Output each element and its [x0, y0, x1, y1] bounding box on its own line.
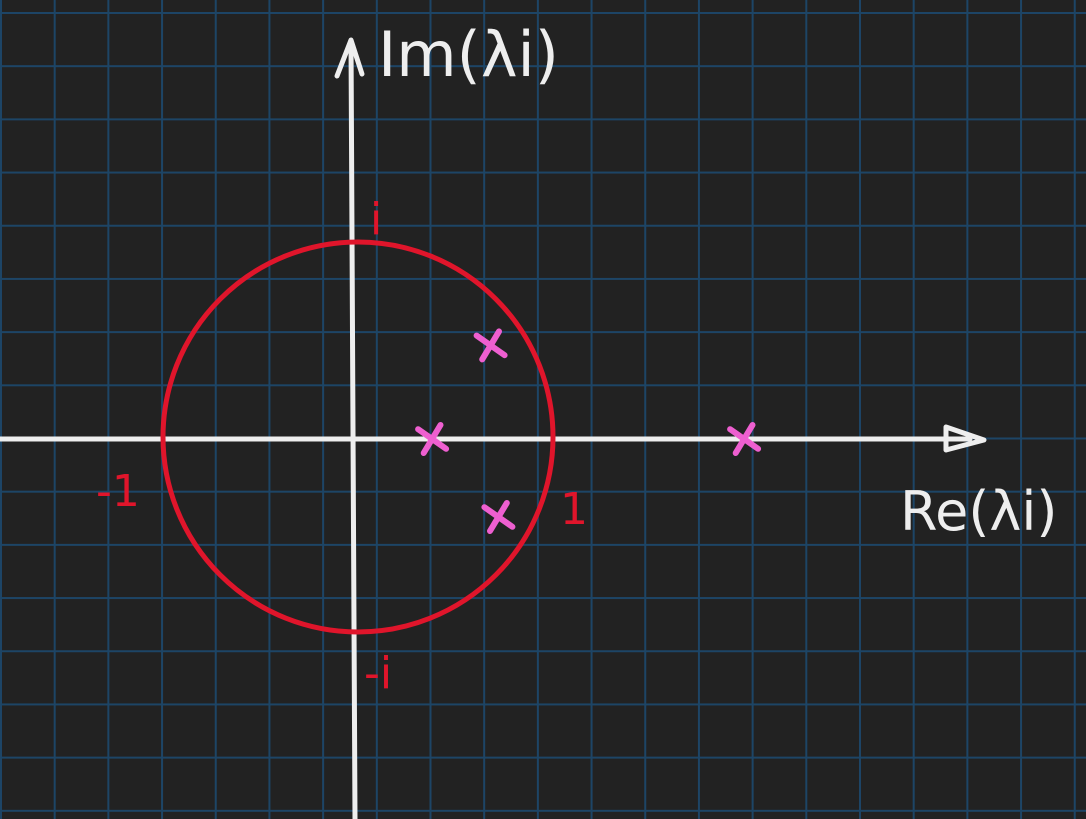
eigenvalue-mark [415, 422, 450, 456]
eigenvalue-markers [415, 328, 762, 534]
circle-label-neg-one: -1 [96, 466, 140, 517]
circle-label-i: i [370, 194, 382, 245]
imaginary-axis-label: Im(λi) [378, 18, 559, 91]
eigenvalue-mark-stroke [420, 422, 444, 456]
imaginary-axis [348, 39, 358, 819]
real-axis-label: Re(λi) [900, 480, 1057, 543]
unit-circle [160, 239, 556, 635]
circle-label-neg-i: -i [364, 648, 392, 699]
circle-label-one: 1 [560, 484, 588, 535]
eigenvalue-mark-stroke [479, 328, 502, 363]
real-axis-arrowhead [943, 424, 987, 453]
imaginary-axis-arrowhead [334, 37, 365, 79]
eigenvalue-mark-stroke [487, 500, 510, 534]
eigenvalue-mark-stroke [732, 422, 756, 456]
eigenvalue-mark [481, 500, 516, 534]
eigenvalue-mark [727, 422, 762, 456]
eigenvalue-mark [473, 328, 508, 363]
